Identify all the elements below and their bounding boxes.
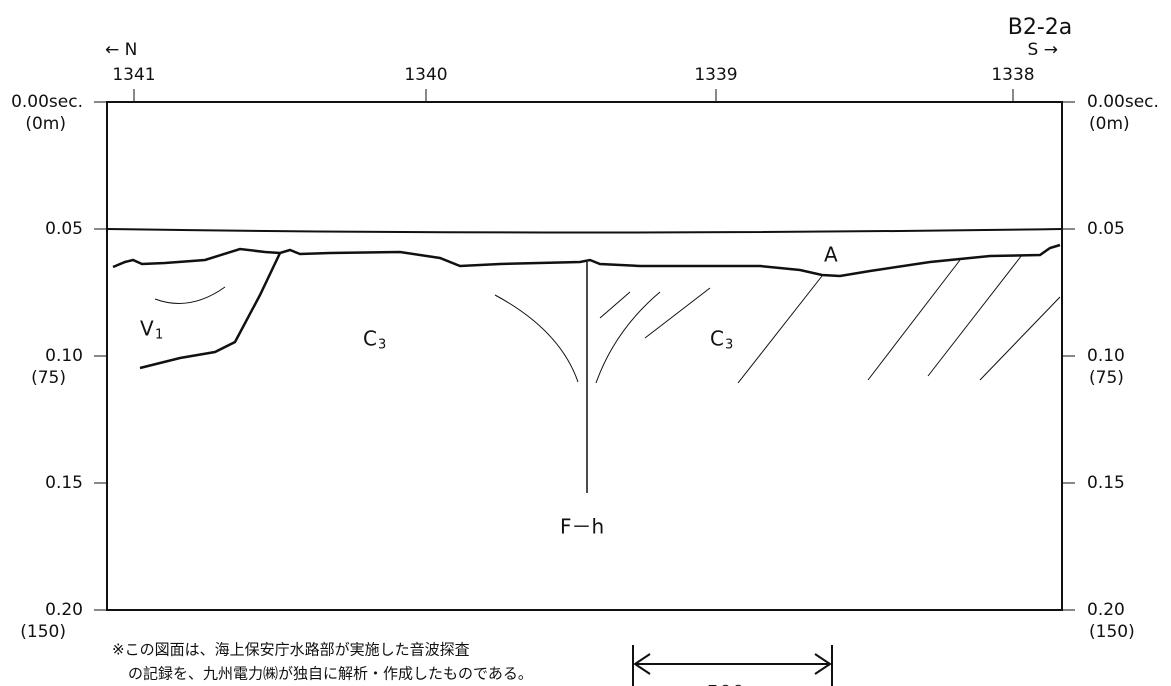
left-time-label: 0.05 [45, 219, 83, 239]
left-depth-label: (75) [31, 368, 66, 388]
top-tick-label: 1340 [404, 65, 447, 85]
v1-boundary [139, 252, 282, 370]
left-depth-label: (150) [20, 622, 66, 642]
reflector [154, 286, 226, 304]
direction-north: ← N [105, 40, 137, 60]
unit-main: A [824, 243, 838, 267]
direction-south: S → [1028, 40, 1058, 60]
right-time-label: 0.10 [1087, 346, 1125, 366]
unit-sub: 3 [378, 338, 386, 353]
right-time-label: 0.15 [1087, 473, 1125, 493]
scale-bar: 500m [632, 645, 833, 686]
top-tick-label: 1339 [694, 65, 737, 85]
right-depth-label: (0m) [1089, 114, 1130, 134]
unit-main: C [710, 327, 724, 351]
unit-main: C [363, 327, 377, 351]
scale-label: 500m [706, 681, 763, 686]
left-time-label: 0.15 [45, 473, 83, 493]
unit-main: V [140, 317, 154, 341]
note-line: の記録を、九州電力㈱が独自に解析・作成したものである。 [128, 665, 533, 683]
reflectors [494, 254, 1061, 384]
right-depth-label: (75) [1089, 368, 1124, 388]
top-tick-label: 1341 [112, 65, 155, 85]
sea-surface-reflector [106, 228, 1063, 234]
unit-label: A [824, 243, 838, 267]
left-depth-label: (0m) [25, 114, 66, 134]
left-time-label: 0.00sec. [11, 92, 83, 112]
geology [106, 228, 1063, 493]
right-depth-label: (150) [1089, 622, 1135, 642]
left-time-label: 0.20 [45, 600, 83, 620]
scale-arrow [632, 645, 833, 686]
title: B2-2a [1008, 15, 1073, 40]
right-time-label: 0.05 [1087, 219, 1125, 239]
right-time-label: 0.20 [1087, 600, 1125, 620]
unit-sub: 3 [725, 338, 733, 353]
unit-sub: 1 [155, 328, 163, 343]
fault-label: F－h [560, 515, 604, 539]
note-line: ※この図面は、海上保安庁水路部が実施した音波探査 [112, 641, 470, 659]
seabed [112, 243, 1061, 278]
left-time-label: 0.10 [45, 346, 83, 366]
right-time-label: 0.00sec. [1087, 92, 1159, 112]
top-tick-label: 1338 [991, 65, 1034, 85]
